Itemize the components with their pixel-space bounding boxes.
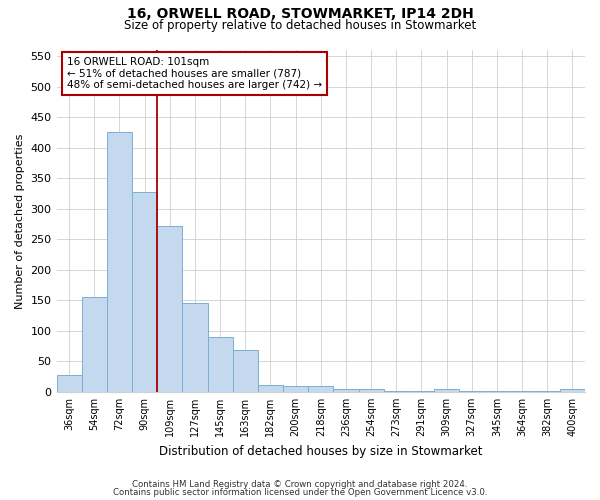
Bar — [208, 337, 233, 392]
Bar — [308, 386, 334, 392]
Text: 16 ORWELL ROAD: 101sqm
← 51% of detached houses are smaller (787)
48% of semi-de: 16 ORWELL ROAD: 101sqm ← 51% of detached… — [67, 57, 322, 90]
Bar — [359, 390, 383, 392]
Y-axis label: Number of detached properties: Number of detached properties — [15, 134, 25, 308]
Text: Contains HM Land Registry data © Crown copyright and database right 2024.: Contains HM Land Registry data © Crown c… — [132, 480, 468, 489]
Bar — [283, 386, 308, 392]
Bar — [82, 298, 107, 392]
Bar — [383, 390, 409, 392]
Bar — [107, 132, 132, 392]
Bar — [409, 390, 434, 392]
Bar — [132, 192, 157, 392]
Bar — [560, 390, 585, 392]
X-axis label: Distribution of detached houses by size in Stowmarket: Distribution of detached houses by size … — [159, 444, 482, 458]
Bar — [233, 350, 258, 392]
Text: Size of property relative to detached houses in Stowmarket: Size of property relative to detached ho… — [124, 18, 476, 32]
Bar — [334, 390, 359, 392]
Bar — [157, 226, 182, 392]
Bar — [182, 304, 208, 392]
Bar — [258, 384, 283, 392]
Text: Contains public sector information licensed under the Open Government Licence v3: Contains public sector information licen… — [113, 488, 487, 497]
Text: 16, ORWELL ROAD, STOWMARKET, IP14 2DH: 16, ORWELL ROAD, STOWMARKET, IP14 2DH — [127, 8, 473, 22]
Bar — [56, 376, 82, 392]
Bar — [434, 389, 459, 392]
